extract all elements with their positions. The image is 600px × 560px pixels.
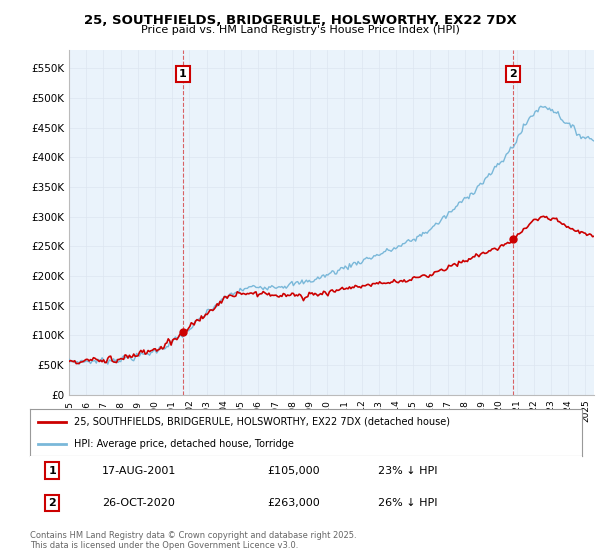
Text: HPI: Average price, detached house, Torridge: HPI: Average price, detached house, Torr…	[74, 438, 294, 449]
Text: £105,000: £105,000	[268, 465, 320, 475]
Text: 1: 1	[179, 69, 187, 79]
Text: £263,000: £263,000	[268, 498, 320, 508]
Text: 26-OCT-2020: 26-OCT-2020	[102, 498, 175, 508]
Text: 1: 1	[48, 465, 56, 475]
Text: Price paid vs. HM Land Registry's House Price Index (HPI): Price paid vs. HM Land Registry's House …	[140, 25, 460, 35]
Text: 2: 2	[509, 69, 517, 79]
Text: 2: 2	[48, 498, 56, 508]
Text: Contains HM Land Registry data © Crown copyright and database right 2025.
This d: Contains HM Land Registry data © Crown c…	[30, 531, 356, 550]
Text: 25, SOUTHFIELDS, BRIDGERULE, HOLSWORTHY, EX22 7DX: 25, SOUTHFIELDS, BRIDGERULE, HOLSWORTHY,…	[83, 14, 517, 27]
Text: 23% ↓ HPI: 23% ↓ HPI	[378, 465, 437, 475]
Text: 17-AUG-2001: 17-AUG-2001	[102, 465, 176, 475]
Text: 26% ↓ HPI: 26% ↓ HPI	[378, 498, 437, 508]
Text: 25, SOUTHFIELDS, BRIDGERULE, HOLSWORTHY, EX22 7DX (detached house): 25, SOUTHFIELDS, BRIDGERULE, HOLSWORTHY,…	[74, 417, 450, 427]
